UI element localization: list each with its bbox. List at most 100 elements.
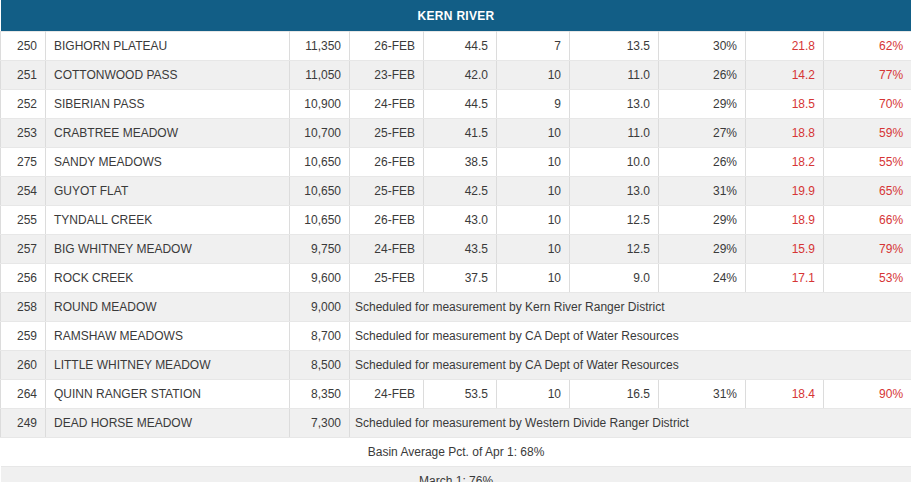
survey-date-cell: 26-FEB — [350, 206, 424, 235]
course-number-cell: 250 — [1, 32, 46, 61]
survey-date-cell: 24-FEB — [350, 90, 424, 119]
scheduled-note-cell: Scheduled for measurement by Kern River … — [350, 293, 911, 322]
apr1-average-cell: 19.9 — [746, 177, 824, 206]
survey-date-cell: 23-FEB — [350, 61, 424, 90]
course-name-cell: GUYOT FLAT — [46, 177, 290, 206]
course-name-cell: SIBERIAN PASS — [46, 90, 290, 119]
snow-depth-cell: 41.5 — [424, 119, 497, 148]
station-row: 250BIGHORN PLATEAU11,35026-FEB44.5713.53… — [1, 32, 911, 61]
survey-date-cell: 25-FEB — [350, 177, 424, 206]
elevation-cell: 10,900 — [290, 90, 350, 119]
apr1-average-cell: 18.9 — [746, 206, 824, 235]
snow-depth-cell: 37.5 — [424, 264, 497, 293]
density-pct-cell: 24% — [659, 264, 746, 293]
snow-depth-cell: 43.5 — [424, 235, 497, 264]
station-row: 255TYNDALL CREEK10,65026-FEB43.01012.529… — [1, 206, 911, 235]
pct-of-apr1-cell: 62% — [824, 32, 911, 61]
sample-count-cell: 10 — [497, 235, 570, 264]
station-rows: 250BIGHORN PLATEAU11,35026-FEB44.5713.53… — [1, 32, 911, 438]
density-pct-cell: 29% — [659, 206, 746, 235]
elevation-cell: 10,650 — [290, 206, 350, 235]
course-number-cell: 275 — [1, 148, 46, 177]
course-name-cell: BIGHORN PLATEAU — [46, 32, 290, 61]
survey-date-cell: 24-FEB — [350, 235, 424, 264]
water-content-cell: 12.5 — [570, 206, 659, 235]
water-content-cell: 10.0 — [570, 148, 659, 177]
course-name-cell: ROCK CREEK — [46, 264, 290, 293]
course-number-cell: 253 — [1, 119, 46, 148]
apr1-average-cell: 21.8 — [746, 32, 824, 61]
pct-of-apr1-cell: 53% — [824, 264, 911, 293]
station-row: 249DEAD HORSE MEADOW7,300Scheduled for m… — [1, 409, 911, 438]
apr1-average-cell: 14.2 — [746, 61, 824, 90]
water-content-cell: 13.5 — [570, 32, 659, 61]
elevation-cell: 11,050 — [290, 61, 350, 90]
elevation-cell: 8,500 — [290, 351, 350, 380]
elevation-cell: 8,350 — [290, 380, 350, 409]
water-content-cell: 11.0 — [570, 61, 659, 90]
apr1-average-cell: 17.1 — [746, 264, 824, 293]
course-number-cell: 252 — [1, 90, 46, 119]
water-content-cell: 16.5 — [570, 380, 659, 409]
course-name-cell: LITTLE WHITNEY MEADOW — [46, 351, 290, 380]
course-name-cell: ROUND MEADOW — [46, 293, 290, 322]
station-row: 258ROUND MEADOW9,000Scheduled for measur… — [1, 293, 911, 322]
course-number-cell: 249 — [1, 409, 46, 438]
course-name-cell: DEAD HORSE MEADOW — [46, 409, 290, 438]
density-pct-cell: 29% — [659, 90, 746, 119]
station-row: 253CRABTREE MEADOW10,70025-FEB41.51011.0… — [1, 119, 911, 148]
basin-title: KERN RIVER — [1, 0, 911, 32]
sample-count-cell: 10 — [497, 177, 570, 206]
density-pct-cell: 30% — [659, 32, 746, 61]
sample-count-cell: 10 — [497, 148, 570, 177]
snow-depth-cell: 42.0 — [424, 61, 497, 90]
course-number-cell: 256 — [1, 264, 46, 293]
water-content-cell: 9.0 — [570, 264, 659, 293]
apr1-average-cell: 18.4 — [746, 380, 824, 409]
station-row: 252SIBERIAN PASS10,90024-FEB44.5913.029%… — [1, 90, 911, 119]
pct-of-apr1-cell: 66% — [824, 206, 911, 235]
elevation-cell: 8,700 — [290, 322, 350, 351]
pct-of-apr1-cell: 59% — [824, 119, 911, 148]
course-name-cell: BIG WHITNEY MEADOW — [46, 235, 290, 264]
basin-average-row: Basin Average Pct. of Apr 1: 68% — [1, 438, 911, 467]
density-pct-cell: 31% — [659, 177, 746, 206]
course-number-cell: 257 — [1, 235, 46, 264]
elevation-cell: 10,650 — [290, 177, 350, 206]
elevation-cell: 9,600 — [290, 264, 350, 293]
water-content-cell: 11.0 — [570, 119, 659, 148]
course-name-cell: COTTONWOOD PASS — [46, 61, 290, 90]
elevation-cell: 7,300 — [290, 409, 350, 438]
elevation-cell: 11,350 — [290, 32, 350, 61]
snow-depth-cell: 44.5 — [424, 90, 497, 119]
scheduled-note-cell: Scheduled for measurement by Western Div… — [350, 409, 911, 438]
snow-depth-cell: 38.5 — [424, 148, 497, 177]
station-row: 257BIG WHITNEY MEADOW9,75024-FEB43.51012… — [1, 235, 911, 264]
course-name-cell: CRABTREE MEADOW — [46, 119, 290, 148]
course-name-cell: RAMSHAW MEADOWS — [46, 322, 290, 351]
water-content-cell: 13.0 — [570, 177, 659, 206]
pct-of-apr1-cell: 77% — [824, 61, 911, 90]
apr1-average-cell: 18.2 — [746, 148, 824, 177]
snow-depth-cell: 53.5 — [424, 380, 497, 409]
water-content-cell: 13.0 — [570, 90, 659, 119]
density-pct-cell: 31% — [659, 380, 746, 409]
density-pct-cell: 26% — [659, 148, 746, 177]
course-number-cell: 258 — [1, 293, 46, 322]
march1-average-row: March 1: 76% — [1, 467, 911, 482]
station-row: 251COTTONWOOD PASS11,05023-FEB42.01011.0… — [1, 61, 911, 90]
survey-date-cell: 26-FEB — [350, 148, 424, 177]
snow-depth-cell: 43.0 — [424, 206, 497, 235]
water-content-cell: 12.5 — [570, 235, 659, 264]
elevation-cell: 10,650 — [290, 148, 350, 177]
station-row: 275SANDY MEADOWS10,65026-FEB38.51010.026… — [1, 148, 911, 177]
course-name-cell: QUINN RANGER STATION — [46, 380, 290, 409]
course-number-cell: 254 — [1, 177, 46, 206]
station-row: 259RAMSHAW MEADOWS8,700Scheduled for mea… — [1, 322, 911, 351]
course-number-cell: 255 — [1, 206, 46, 235]
survey-date-cell: 26-FEB — [350, 32, 424, 61]
course-number-cell: 264 — [1, 380, 46, 409]
snow-survey-page: KERN RIVER 250BIGHORN PLATEAU11,35026-FE… — [0, 0, 911, 482]
pct-of-apr1-cell: 90% — [824, 380, 911, 409]
survey-date-cell: 24-FEB — [350, 380, 424, 409]
